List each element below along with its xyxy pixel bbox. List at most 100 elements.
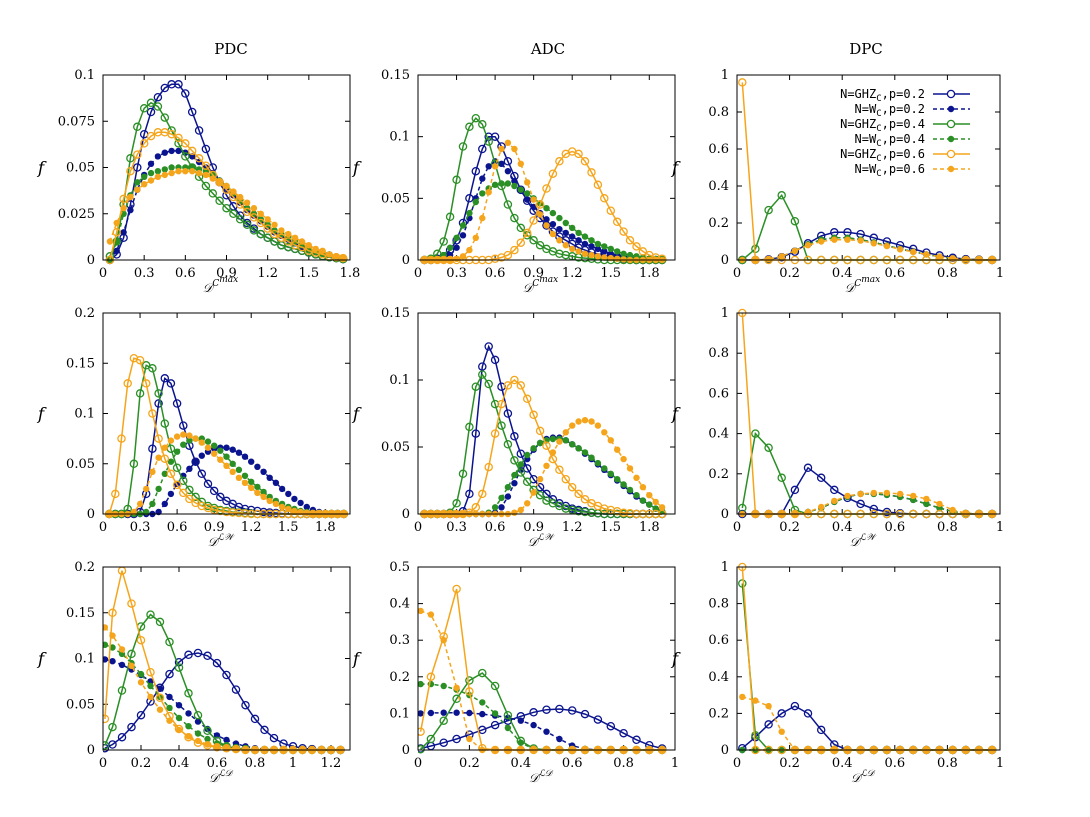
data-point bbox=[479, 699, 486, 706]
data-point bbox=[503, 710, 513, 720]
data-point bbox=[522, 228, 532, 238]
column-title-pdc: PDC bbox=[214, 40, 248, 58]
data-point bbox=[751, 429, 760, 438]
y-tick-label: 0.1 bbox=[74, 407, 95, 422]
y-tick-label: 0.1 bbox=[389, 706, 410, 721]
data-point bbox=[213, 744, 221, 751]
data-point bbox=[556, 237, 563, 244]
data-point bbox=[831, 497, 838, 505]
x-axis-label-supsup: max bbox=[539, 275, 558, 285]
data-point bbox=[626, 465, 634, 472]
data-point bbox=[141, 379, 151, 388]
data-point bbox=[883, 242, 891, 250]
data-point bbox=[147, 682, 154, 690]
data-point bbox=[146, 610, 155, 619]
y-tick-label: 0 bbox=[721, 743, 729, 758]
data-point bbox=[175, 714, 183, 722]
plot-frame bbox=[736, 566, 1001, 751]
data-point bbox=[269, 733, 279, 743]
y-tick-label: 0.4 bbox=[389, 597, 410, 612]
data-point bbox=[161, 470, 168, 477]
series-line bbox=[104, 652, 341, 751]
data-point bbox=[479, 710, 486, 718]
y-axis-label: f bbox=[36, 405, 47, 425]
legend-label-sub: C bbox=[876, 109, 881, 119]
data-point bbox=[466, 709, 473, 717]
data-point bbox=[593, 715, 603, 724]
data-point bbox=[211, 442, 218, 449]
data-point bbox=[133, 163, 142, 172]
data-point bbox=[137, 679, 145, 686]
data-point bbox=[594, 245, 602, 253]
data-point bbox=[173, 433, 181, 440]
data-point bbox=[203, 726, 212, 736]
data-point bbox=[765, 255, 772, 263]
data-point bbox=[535, 240, 545, 250]
data-point bbox=[497, 421, 506, 430]
data-point bbox=[172, 399, 182, 408]
data-point bbox=[567, 706, 577, 715]
x-axis-label-sup: ℒ𝒲 bbox=[537, 533, 555, 543]
data-point bbox=[285, 505, 292, 513]
data-point bbox=[222, 203, 231, 213]
data-point bbox=[118, 646, 126, 653]
data-point bbox=[453, 255, 460, 262]
data-point bbox=[174, 133, 183, 143]
y-tick-label: 0.15 bbox=[381, 68, 410, 83]
data-point bbox=[241, 700, 250, 710]
data-point bbox=[511, 471, 518, 479]
data-point bbox=[161, 166, 168, 173]
data-point bbox=[869, 504, 879, 514]
data-point bbox=[543, 222, 550, 229]
data-point bbox=[466, 246, 473, 254]
data-point bbox=[111, 489, 120, 499]
x-tick-label: 0.9 bbox=[216, 266, 237, 281]
data-point bbox=[127, 206, 134, 214]
data-point bbox=[103, 656, 109, 663]
data-point bbox=[619, 508, 628, 517]
data-point bbox=[117, 686, 127, 695]
data-point bbox=[606, 721, 616, 731]
data-point bbox=[186, 465, 193, 472]
data-point bbox=[561, 474, 571, 484]
data-point bbox=[187, 146, 197, 156]
data-point bbox=[108, 608, 117, 618]
data-point bbox=[638, 247, 648, 256]
x-tick-label: 0.6 bbox=[884, 266, 905, 281]
data-point bbox=[175, 147, 182, 155]
data-point bbox=[193, 648, 203, 658]
data-point bbox=[804, 242, 812, 249]
data-point bbox=[201, 181, 211, 191]
data-point bbox=[777, 709, 786, 718]
data-point bbox=[458, 142, 468, 151]
data-point bbox=[166, 379, 176, 388]
data-point bbox=[574, 489, 583, 499]
data-point bbox=[910, 248, 917, 256]
data-point bbox=[166, 704, 173, 712]
data-point bbox=[536, 211, 544, 218]
data-point bbox=[181, 89, 190, 98]
data-point bbox=[620, 250, 627, 257]
data-point bbox=[256, 218, 266, 228]
data-point bbox=[192, 435, 199, 442]
y-tick-label: 0.2 bbox=[389, 670, 410, 685]
data-point bbox=[174, 663, 184, 672]
data-point bbox=[556, 735, 563, 743]
data-point bbox=[156, 706, 164, 713]
data-point bbox=[490, 355, 500, 365]
data-point bbox=[285, 490, 292, 498]
plot-frame bbox=[736, 74, 1001, 261]
data-point bbox=[490, 720, 500, 730]
series-line bbox=[741, 583, 993, 751]
x-tick-label: 1.5 bbox=[298, 266, 319, 281]
data-point bbox=[117, 434, 126, 443]
data-point bbox=[167, 437, 175, 444]
data-point bbox=[751, 731, 760, 740]
data-point bbox=[208, 189, 218, 198]
data-point bbox=[167, 490, 175, 498]
data-point bbox=[133, 150, 142, 159]
data-point bbox=[185, 494, 194, 504]
data-point bbox=[478, 489, 487, 499]
data-point bbox=[446, 244, 454, 251]
legend-label-tail: ,p=0.2 bbox=[882, 102, 925, 116]
